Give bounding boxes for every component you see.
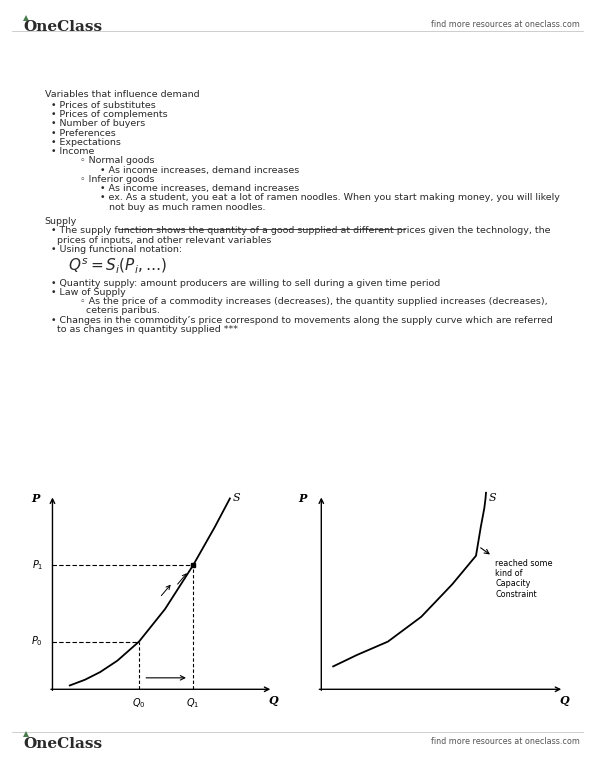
Text: • Quantity supply: amount producers are willing to sell during a given time peri: • Quantity supply: amount producers are … [51,279,440,288]
Text: • Number of buyers: • Number of buyers [51,119,145,129]
Text: reached some
kind of
Capacity
Constraint: reached some kind of Capacity Constraint [481,547,553,599]
Text: to as changes in quantity supplied ***: to as changes in quantity supplied *** [51,325,237,334]
Text: • Prices of complements: • Prices of complements [51,110,167,119]
Text: Q: Q [268,695,278,706]
Text: ◦ As the price of a commodity increases (decreases), the quantity supplied incre: ◦ As the price of a commodity increases … [80,297,548,306]
Text: P: P [298,493,306,504]
Text: $P_0$: $P_0$ [32,634,43,648]
Text: • Expectations: • Expectations [51,138,120,147]
Text: prices of inputs, and other relevant variables: prices of inputs, and other relevant var… [51,236,271,245]
Text: OneClass: OneClass [24,20,103,34]
Text: $Q_1$: $Q_1$ [186,696,200,709]
Text: ◦ Inferior goods: ◦ Inferior goods [80,175,155,184]
Text: not buy as much ramen noodles.: not buy as much ramen noodles. [100,203,265,212]
Text: • As income increases, demand increases: • As income increases, demand increases [100,166,299,175]
Text: S: S [233,494,240,504]
Text: find more resources at oneclass.com: find more resources at oneclass.com [431,20,580,29]
Text: Variables that influence demand: Variables that influence demand [45,90,199,99]
Text: • Income: • Income [51,147,94,156]
Text: S: S [489,494,496,504]
Text: • Law of Supply: • Law of Supply [51,288,126,297]
Text: • Using functional notation:: • Using functional notation: [51,245,181,254]
Text: find more resources at oneclass.com: find more resources at oneclass.com [431,737,580,746]
Text: ceteris paribus.: ceteris paribus. [80,306,160,316]
Text: • ex. As a student, you eat a lot of ramen noodles. When you start making money,: • ex. As a student, you eat a lot of ram… [100,193,560,203]
Text: • The supply function shows the quantity of a good supplied at different prices : • The supply function shows the quantity… [51,226,550,236]
Text: ◦ Normal goods: ◦ Normal goods [80,156,155,166]
Text: Q: Q [559,695,569,706]
Text: $Q_0$: $Q_0$ [132,696,146,709]
Text: Supply: Supply [45,217,77,226]
Text: • Changes in the commodity’s price correspond to movements along the supply curv: • Changes in the commodity’s price corre… [51,316,552,325]
Text: • Prices of substitutes: • Prices of substitutes [51,101,155,110]
Text: • As income increases, demand increases: • As income increases, demand increases [100,184,299,193]
Text: P: P [31,493,39,504]
Text: $P_1$: $P_1$ [32,558,43,572]
Text: OneClass: OneClass [24,737,103,751]
Text: $Q^s = S_i(P_i, \ldots)$: $Q^s = S_i(P_i, \ldots)$ [68,256,168,275]
Text: • Preferences: • Preferences [51,129,115,138]
